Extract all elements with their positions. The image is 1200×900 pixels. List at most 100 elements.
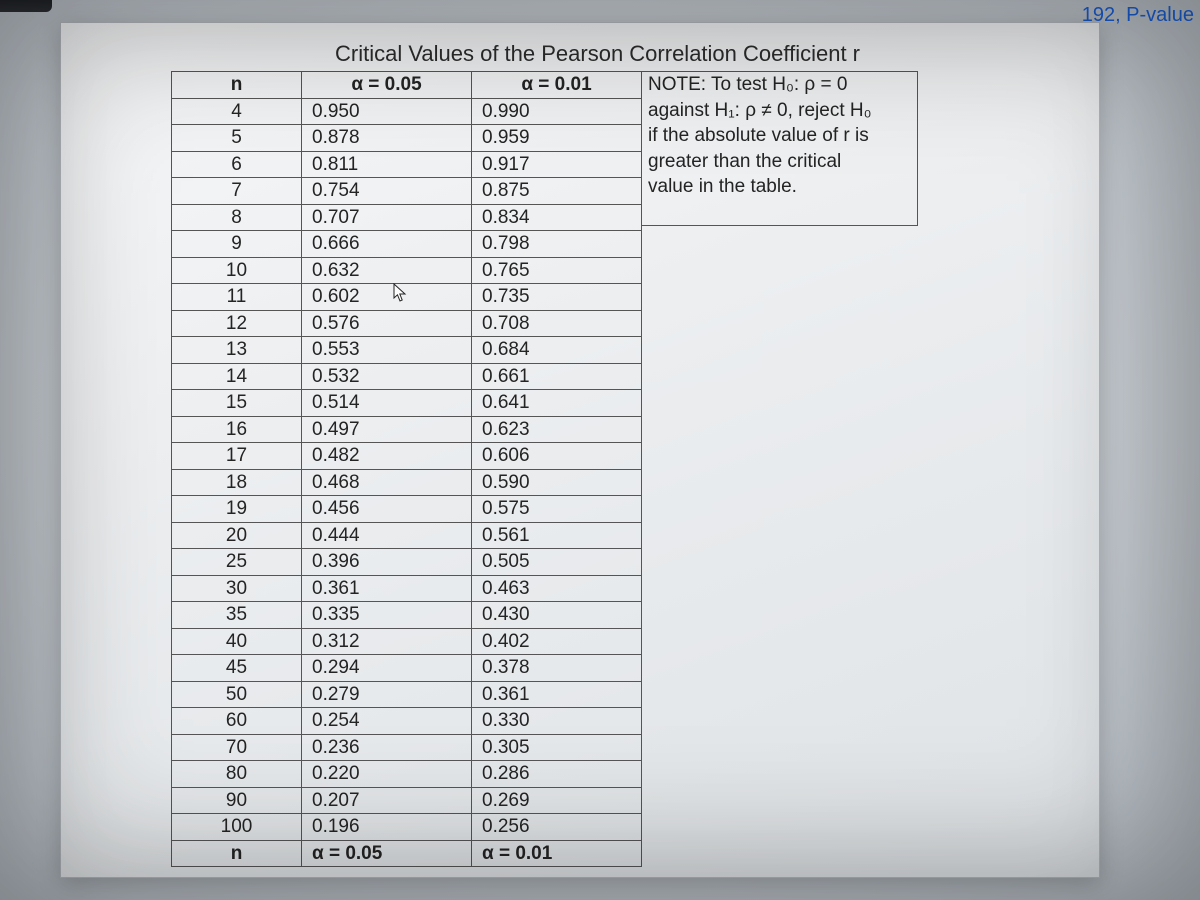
cell-a05: 0.553 — [302, 337, 472, 364]
note-line: NOTE: To test H₀: ρ = 0 — [648, 72, 911, 98]
cell-a05: 0.279 — [302, 681, 472, 708]
cell-n: 25 — [172, 549, 302, 576]
table-row: 50.8780.959 — [172, 125, 642, 152]
cell-a05: 0.514 — [302, 390, 472, 417]
cell-a05: 0.294 — [302, 655, 472, 682]
cell-n: 19 — [172, 496, 302, 523]
table-row: 150.5140.641 — [172, 390, 642, 417]
cell-a05: 0.207 — [302, 787, 472, 814]
table-with-note: nα = 0.05α = 0.0140.9500.99050.8780.9596… — [171, 71, 1071, 867]
cell-a01: 0.606 — [472, 443, 642, 470]
hypothesis-test-note: NOTE: To test H₀: ρ = 0against H₁: ρ ≠ 0… — [642, 71, 918, 226]
cell-a01: 0.990 — [472, 98, 642, 125]
cell-a05: 0.468 — [302, 469, 472, 496]
cell-a01: 0.561 — [472, 522, 642, 549]
cell-a01: 0.305 — [472, 734, 642, 761]
cell-n: 6 — [172, 151, 302, 178]
footer-a05: α = 0.05 — [302, 840, 472, 867]
cell-n: 11 — [172, 284, 302, 311]
cell-a01: 0.875 — [472, 178, 642, 205]
cell-n: 4 — [172, 98, 302, 125]
cell-a01: 0.463 — [472, 575, 642, 602]
cell-a01: 0.378 — [472, 655, 642, 682]
cell-a01: 0.256 — [472, 814, 642, 841]
table-row: 80.7070.834 — [172, 204, 642, 231]
cell-a05: 0.576 — [302, 310, 472, 337]
cell-n: 80 — [172, 761, 302, 788]
cell-n: 14 — [172, 363, 302, 390]
cell-n: 12 — [172, 310, 302, 337]
table-row: 1000.1960.256 — [172, 814, 642, 841]
cell-a01: 0.361 — [472, 681, 642, 708]
cell-a05: 0.312 — [302, 628, 472, 655]
cell-a01: 0.684 — [472, 337, 642, 364]
cell-n: 10 — [172, 257, 302, 284]
cell-n: 35 — [172, 602, 302, 629]
cell-a01: 0.623 — [472, 416, 642, 443]
table-row: 350.3350.430 — [172, 602, 642, 629]
table-row: 100.6320.765 — [172, 257, 642, 284]
note-line: value in the table. — [648, 174, 911, 200]
table-row: 40.9500.990 — [172, 98, 642, 125]
cell-a01: 0.286 — [472, 761, 642, 788]
table-row: 90.6660.798 — [172, 231, 642, 258]
table-row: 900.2070.269 — [172, 787, 642, 814]
table-row: 140.5320.661 — [172, 363, 642, 390]
cell-n: 40 — [172, 628, 302, 655]
cell-n: 18 — [172, 469, 302, 496]
cell-a01: 0.330 — [472, 708, 642, 735]
footer-a01: α = 0.01 — [472, 840, 642, 867]
cell-a05: 0.632 — [302, 257, 472, 284]
cell-a05: 0.497 — [302, 416, 472, 443]
cell-a01: 0.765 — [472, 257, 642, 284]
cell-n: 17 — [172, 443, 302, 470]
note-line: against H₁: ρ ≠ 0, reject H₀ — [648, 98, 911, 124]
cell-a01: 0.402 — [472, 628, 642, 655]
cell-a05: 0.396 — [302, 549, 472, 576]
cell-n: 90 — [172, 787, 302, 814]
content-area: Critical Values of the Pearson Correlati… — [171, 41, 1071, 867]
cell-n: 45 — [172, 655, 302, 682]
cell-a05: 0.444 — [302, 522, 472, 549]
cell-a05: 0.532 — [302, 363, 472, 390]
cell-a01: 0.430 — [472, 602, 642, 629]
cell-n: 16 — [172, 416, 302, 443]
cell-a05: 0.666 — [302, 231, 472, 258]
table-row: 60.8110.917 — [172, 151, 642, 178]
cell-a05: 0.754 — [302, 178, 472, 205]
table-row: 500.2790.361 — [172, 681, 642, 708]
cell-n: 70 — [172, 734, 302, 761]
col-header-n: n — [172, 72, 302, 99]
cell-a01: 0.708 — [472, 310, 642, 337]
note-line: greater than the critical — [648, 149, 911, 175]
cell-a01: 0.959 — [472, 125, 642, 152]
cell-a01: 0.798 — [472, 231, 642, 258]
cell-n: 20 — [172, 522, 302, 549]
cell-a01: 0.575 — [472, 496, 642, 523]
cell-a05: 0.811 — [302, 151, 472, 178]
cell-n: 100 — [172, 814, 302, 841]
cell-a05: 0.602 — [302, 284, 472, 311]
critical-values-table: nα = 0.05α = 0.0140.9500.99050.8780.9596… — [171, 71, 642, 867]
cell-a05: 0.196 — [302, 814, 472, 841]
cell-n: 9 — [172, 231, 302, 258]
col-header-a01: α = 0.01 — [472, 72, 642, 99]
table-row: 250.3960.505 — [172, 549, 642, 576]
cell-n: 5 — [172, 125, 302, 152]
table-row: 190.4560.575 — [172, 496, 642, 523]
table-row: 700.2360.305 — [172, 734, 642, 761]
screen-bezel-fragment — [0, 0, 52, 12]
table-row: 120.5760.708 — [172, 310, 642, 337]
document-page: Critical Values of the Pearson Correlati… — [60, 22, 1100, 878]
cell-a01: 0.641 — [472, 390, 642, 417]
table-row: 180.4680.590 — [172, 469, 642, 496]
cell-a05: 0.456 — [302, 496, 472, 523]
note-line: if the absolute value of r is — [648, 123, 911, 149]
cell-a05: 0.361 — [302, 575, 472, 602]
cell-a01: 0.834 — [472, 204, 642, 231]
col-header-a05: α = 0.05 — [302, 72, 472, 99]
table-row: 130.5530.684 — [172, 337, 642, 364]
cell-n: 30 — [172, 575, 302, 602]
cell-n: 60 — [172, 708, 302, 735]
cell-n: 13 — [172, 337, 302, 364]
